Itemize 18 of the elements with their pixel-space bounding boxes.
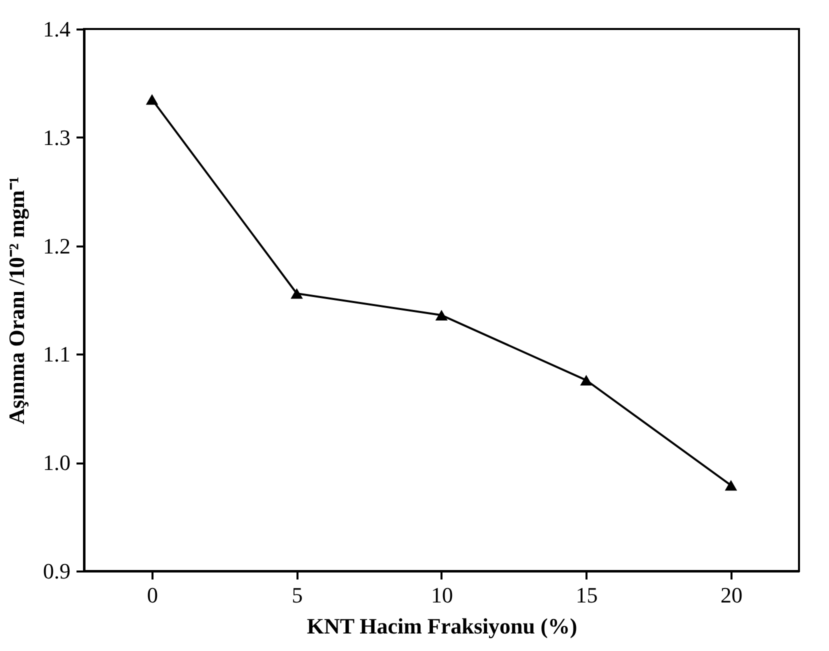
point xyxy=(724,480,738,491)
x-tick-label: 5 xyxy=(292,582,303,608)
y-tick-label: 1.4 xyxy=(43,16,70,42)
y-tick-label: 1.1 xyxy=(43,342,70,367)
point xyxy=(290,288,303,299)
point xyxy=(580,374,592,386)
x-tick-label: 20 xyxy=(720,582,742,608)
x-tick-label: 15 xyxy=(576,582,598,608)
x-axis-title: KNT Hacim Fraksiyonu (%) xyxy=(306,614,578,638)
x-tick-label: 0 xyxy=(147,582,158,608)
x-tick-label: 10 xyxy=(431,582,453,608)
y-tick-label: 0.9 xyxy=(43,558,70,584)
y-tick-label: 1.0 xyxy=(43,450,70,476)
point xyxy=(146,94,158,105)
y-tick-label: 1.3 xyxy=(43,124,70,150)
point xyxy=(435,310,448,320)
y-axis-title: Aşınma Oranı /10⁻² mgm⁻¹ xyxy=(4,176,29,424)
y-tick-label: 1.2 xyxy=(43,233,70,258)
